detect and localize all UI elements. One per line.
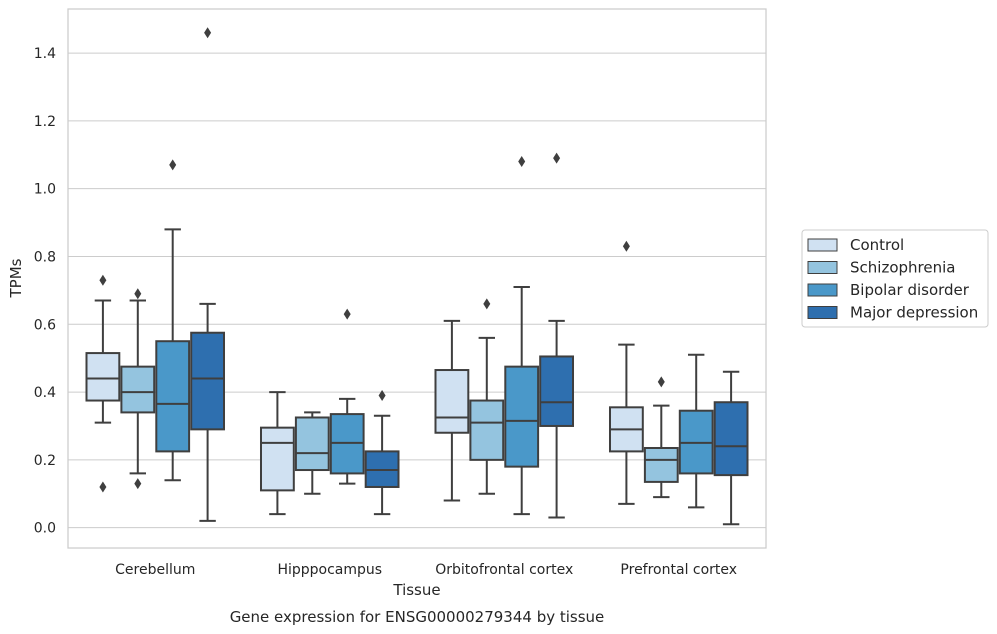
- y-tick-label: 0.2: [34, 453, 56, 469]
- box-2-0: [434, 319, 470, 502]
- box-0-2: [155, 159, 191, 482]
- legend-label: Major depression: [850, 304, 978, 322]
- box-3-2: [678, 353, 714, 509]
- box-body: [155, 340, 191, 453]
- box-body: [504, 365, 540, 468]
- chart-caption: Gene expression for ENSG00000279344 by t…: [230, 608, 605, 626]
- box-0-0: [85, 274, 121, 493]
- box-2-1: [469, 298, 505, 495]
- box-2-3: [539, 152, 575, 519]
- outlier-point: [343, 308, 351, 320]
- y-tick-label: 1.4: [34, 46, 56, 62]
- box-body: [469, 399, 505, 461]
- box-body: [120, 365, 156, 414]
- box-body: [713, 401, 749, 477]
- legend-swatch: [807, 306, 838, 319]
- legend: Control Schizophrenia Bipolar disorder Majo…: [801, 229, 989, 328]
- box-0-3: [190, 27, 226, 522]
- outlier-point: [204, 27, 212, 39]
- legend-label: Control: [850, 236, 904, 254]
- y-tick-label: 0.8: [34, 249, 56, 265]
- outlier-point: [622, 240, 630, 252]
- box-2-2: [504, 156, 540, 516]
- box-body: [434, 369, 470, 434]
- y-tick-label: 0.6: [34, 317, 56, 333]
- outlier-point: [657, 376, 665, 388]
- x-tick-labels: Cerebellum Hipppocampus Orbitofrontal cort…: [115, 562, 737, 578]
- outlier-point: [99, 481, 107, 493]
- boxes: [85, 27, 749, 526]
- x-axis-label: Tissue: [392, 581, 440, 599]
- box-1-1: [294, 411, 330, 495]
- box-body: [643, 446, 679, 483]
- outlier-point: [518, 156, 526, 168]
- legend-label: Bipolar disorder: [850, 281, 970, 299]
- legend-swatch: [807, 261, 838, 274]
- outlier-point: [134, 478, 142, 490]
- legend-swatch: [807, 238, 838, 252]
- box-1-2: [329, 308, 365, 485]
- x-tick-label: Orbitofrontal cortex: [435, 562, 573, 578]
- outlier-point: [378, 389, 386, 401]
- outlier-point: [99, 274, 107, 286]
- x-tick-label: Prefrontal cortex: [620, 562, 737, 578]
- y-tick-labels: 0.0 0.2 0.4 0.6 0.8 1.0 1.2 1.4: [34, 46, 56, 537]
- outlier-point: [483, 298, 491, 310]
- box-body: [85, 352, 121, 402]
- plot-frame: [67, 8, 767, 549]
- box-body: [259, 426, 295, 492]
- box-1-0: [259, 391, 295, 516]
- box-0-1: [120, 288, 156, 490]
- outlier-point: [169, 159, 177, 171]
- x-tick-label: Cerebellum: [115, 562, 195, 578]
- y-axis-label: TPMs: [7, 258, 25, 298]
- box-body: [190, 331, 226, 431]
- box-3-0: [608, 240, 644, 505]
- outlier-point: [553, 152, 561, 164]
- legend-label: Schizophrenia: [850, 259, 955, 277]
- y-tick-label: 1.2: [34, 114, 56, 130]
- y-tick-label: 1.0: [34, 182, 56, 198]
- legend-swatch: [807, 283, 838, 297]
- y-tick-label: 0.0: [34, 521, 56, 537]
- box-3-3: [713, 370, 749, 526]
- x-tick-label: Hipppocampus: [277, 562, 382, 578]
- y-tick-label: 0.4: [34, 385, 56, 401]
- box-1-3: [364, 389, 400, 516]
- outlier-point: [134, 288, 142, 300]
- box-3-1: [643, 376, 679, 499]
- box-body: [294, 416, 330, 472]
- legend-frame: [801, 229, 989, 328]
- box-body: [539, 355, 575, 427]
